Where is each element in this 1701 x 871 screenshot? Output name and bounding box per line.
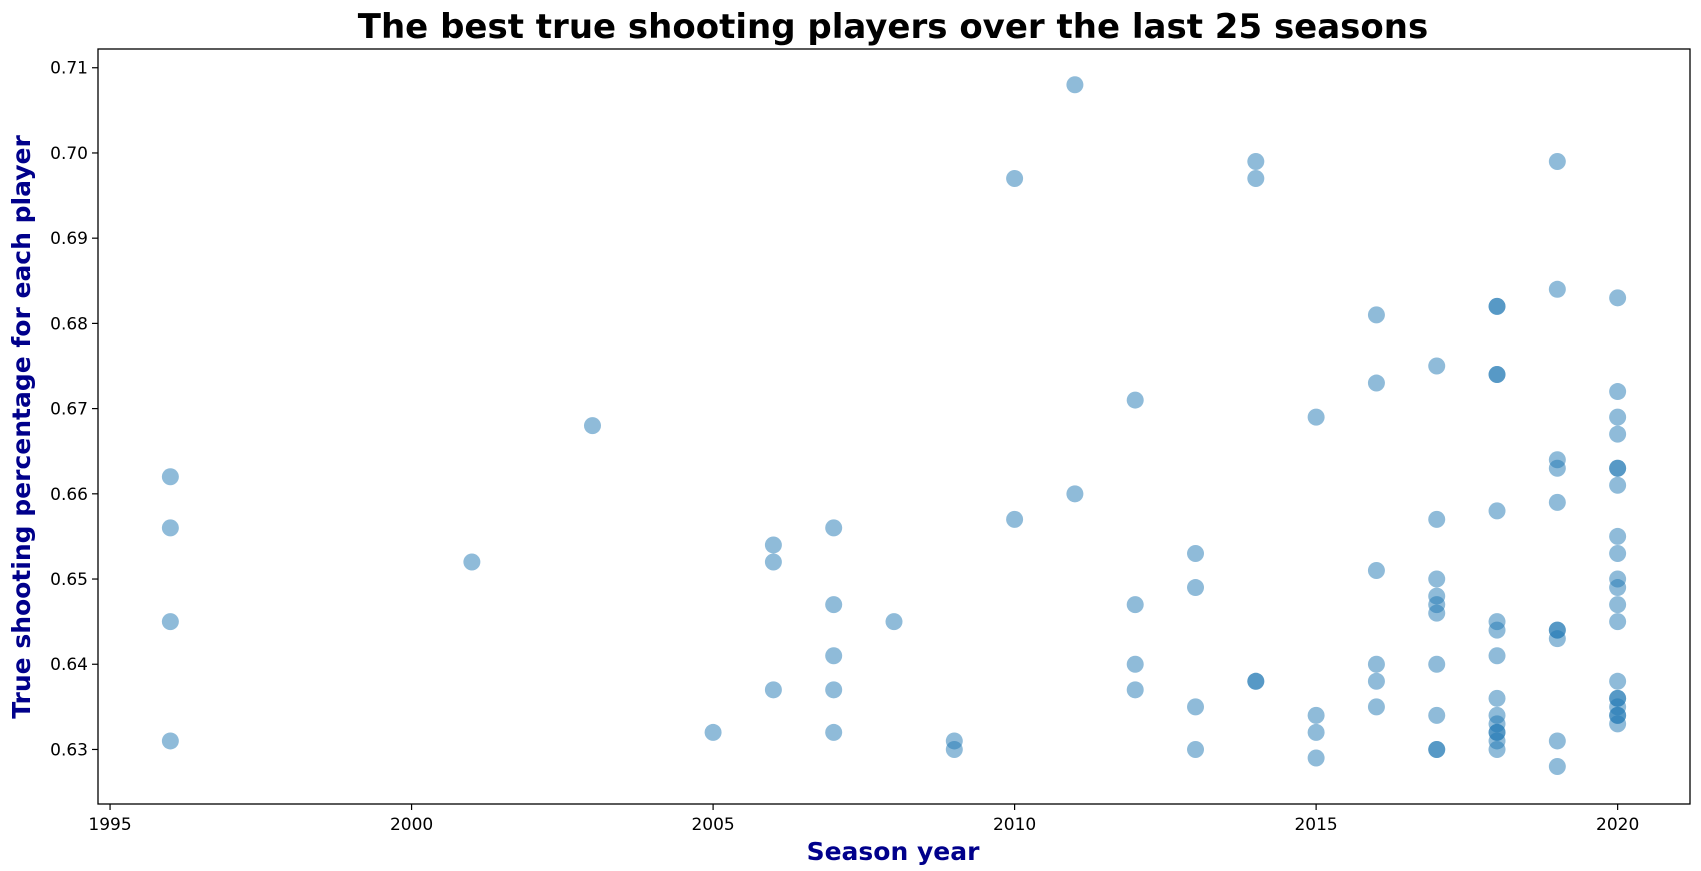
chart-title: The best true shooting players over the …	[358, 7, 1428, 47]
data-point	[1428, 740, 1446, 758]
data-point	[764, 681, 782, 699]
data-point	[1609, 408, 1627, 426]
data-point	[1609, 459, 1627, 477]
data-point	[1307, 723, 1325, 741]
data-point	[1367, 306, 1385, 324]
data-point	[1609, 579, 1627, 597]
y-tick-label: 0.68	[50, 314, 88, 334]
data-point	[1548, 732, 1566, 750]
data-point	[1367, 698, 1385, 716]
data-point	[1548, 152, 1566, 170]
marker-layer	[161, 76, 1627, 776]
data-point	[764, 536, 782, 554]
x-tick-label: 2015	[1294, 815, 1337, 835]
data-point	[1187, 544, 1205, 562]
data-point	[1609, 476, 1627, 494]
data-point	[1247, 170, 1265, 188]
data-point	[885, 613, 903, 631]
data-point	[825, 647, 843, 665]
y-tick-label: 0.64	[50, 655, 88, 675]
y-tick-label: 0.63	[50, 740, 88, 760]
data-point	[764, 553, 782, 571]
data-point	[1488, 366, 1506, 384]
data-point	[1006, 510, 1024, 528]
data-point	[1307, 408, 1325, 426]
data-point	[825, 723, 843, 741]
data-point	[161, 732, 179, 750]
data-point	[1307, 706, 1325, 724]
data-point	[1488, 297, 1506, 315]
data-point	[1428, 510, 1446, 528]
data-point	[1609, 289, 1627, 307]
data-point	[1187, 698, 1205, 716]
data-point	[1488, 621, 1506, 639]
data-point	[1609, 425, 1627, 443]
data-point	[1488, 502, 1506, 520]
data-point	[1247, 672, 1265, 690]
data-point	[1367, 374, 1385, 392]
data-point	[1126, 655, 1144, 673]
data-point	[1006, 170, 1024, 188]
data-point	[704, 723, 722, 741]
data-point	[1609, 715, 1627, 733]
data-point	[161, 468, 179, 486]
data-point	[1548, 280, 1566, 298]
data-point	[1428, 655, 1446, 673]
y-tick-label: 0.67	[50, 400, 88, 420]
data-point	[1428, 604, 1446, 622]
data-point	[161, 519, 179, 537]
data-point	[825, 681, 843, 699]
y-tick-label: 0.70	[50, 144, 88, 164]
data-point	[1126, 391, 1144, 409]
data-point	[583, 417, 601, 435]
data-point	[1187, 579, 1205, 597]
data-point	[1609, 596, 1627, 614]
data-point	[1548, 493, 1566, 511]
data-point	[1307, 749, 1325, 767]
data-point	[1428, 570, 1446, 588]
data-point	[1609, 613, 1627, 631]
data-point	[1187, 740, 1205, 758]
y-tick-label: 0.66	[50, 485, 88, 505]
data-point	[1548, 459, 1566, 477]
data-point	[1488, 740, 1506, 758]
data-point	[1066, 76, 1084, 94]
y-tick-label: 0.71	[50, 59, 88, 79]
data-point	[825, 596, 843, 614]
data-point	[1367, 655, 1385, 673]
data-point	[825, 519, 843, 537]
data-point	[1428, 706, 1446, 724]
data-point	[1126, 681, 1144, 699]
y-axis: 0.63 0.64 0.65 0.66 0.67 0.68 0.69 0.70 0.71	[50, 59, 98, 760]
x-tick-label: 2010	[993, 815, 1036, 835]
x-axis: 1995 2000 2005 2010 2015 2020	[88, 804, 1639, 835]
data-point	[1247, 152, 1265, 170]
data-point	[1367, 562, 1385, 580]
data-point	[1548, 630, 1566, 648]
data-point	[1609, 672, 1627, 690]
data-point	[463, 553, 481, 571]
x-tick-label: 2000	[390, 815, 433, 835]
data-point	[1609, 527, 1627, 545]
data-point	[1488, 689, 1506, 707]
data-point	[1609, 383, 1627, 401]
data-point	[945, 740, 963, 758]
data-point	[161, 613, 179, 631]
x-tick-label: 2005	[691, 815, 734, 835]
data-point	[1548, 758, 1566, 776]
data-point	[1488, 647, 1506, 665]
data-point	[1066, 485, 1084, 503]
x-tick-label: 2020	[1596, 815, 1639, 835]
y-axis-label: True shooting percentage for each player	[7, 135, 36, 719]
data-point	[1609, 544, 1627, 562]
data-point	[1428, 357, 1446, 375]
data-point	[1367, 672, 1385, 690]
y-tick-label: 0.69	[50, 229, 88, 249]
x-tick-label: 1995	[88, 815, 131, 835]
data-point	[1126, 596, 1144, 614]
x-axis-label: Season year	[807, 837, 981, 866]
plot-frame	[97, 48, 1691, 805]
y-tick-label: 0.65	[50, 570, 88, 590]
